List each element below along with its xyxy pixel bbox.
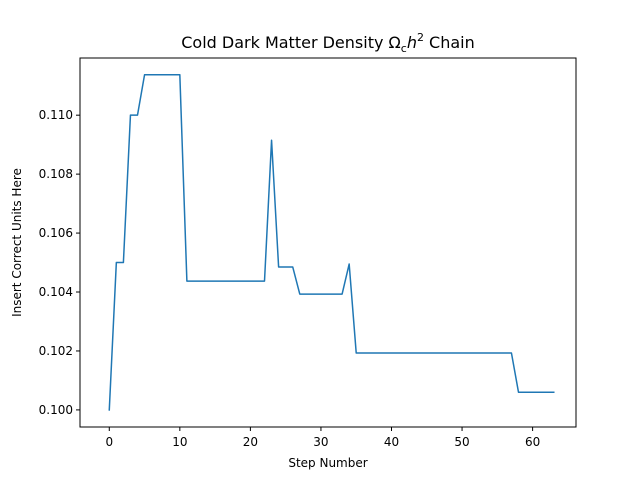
y-tick-label: 0.102 (39, 344, 73, 358)
x-tick-label: 50 (454, 435, 469, 449)
x-tick-label: 30 (313, 435, 328, 449)
x-tick-label: 10 (172, 435, 187, 449)
y-tick-label: 0.108 (39, 167, 73, 181)
x-tick-label: 20 (243, 435, 258, 449)
y-axis-ticks: 0.100 0.102 0.104 0.106 0.108 0.110 (39, 108, 80, 417)
series-line (108, 74, 555, 411)
x-axis-label: Step Number (288, 456, 367, 470)
y-tick-label: 0.110 (39, 108, 73, 122)
title-variable: h (407, 33, 417, 52)
y-tick-label: 0.106 (39, 226, 73, 240)
title-subscript: c (401, 42, 407, 55)
title-superscript: 2 (417, 31, 424, 44)
chart-title: Cold Dark Matter Density Ωch2 Chain (181, 31, 475, 55)
plot-frame (79, 57, 577, 428)
x-tick-label: 60 (525, 435, 540, 449)
y-tick-label: 0.100 (39, 403, 73, 417)
x-tick-label: 0 (105, 435, 113, 449)
x-axis-ticks: 0 10 20 30 40 50 60 (105, 427, 540, 449)
y-axis-label: Insert Correct Units Here (10, 168, 24, 317)
y-tick-label: 0.104 (39, 285, 73, 299)
x-tick-label: 40 (384, 435, 399, 449)
